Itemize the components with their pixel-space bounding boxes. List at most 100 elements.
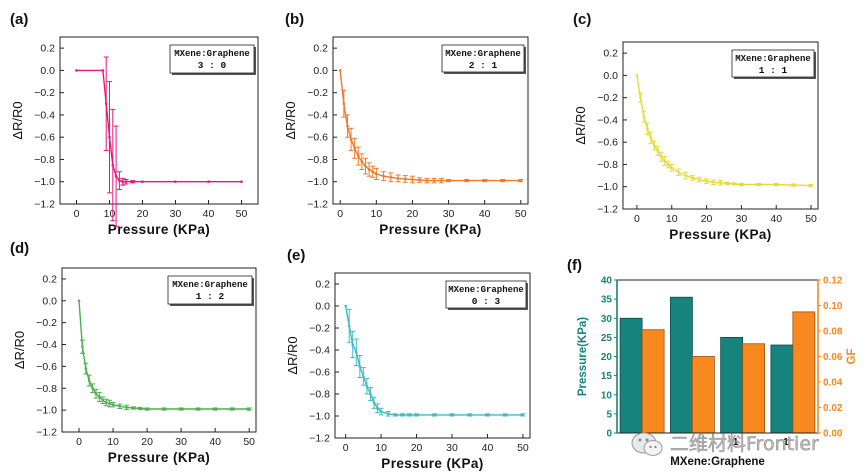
x-tick-label: 40 [482,442,494,454]
data-point [367,168,371,171]
data-point [77,299,81,303]
y-axis-label: ΔR/R0 [12,331,27,369]
y-tick-label: −0.8 [309,389,330,401]
y-axis-label-left: Pressure(KPa) [577,317,589,396]
x-tick-label: 30 [736,213,748,225]
data-point [131,180,134,184]
x-tick-label: 20 [411,442,423,454]
data-point [342,102,346,106]
data-point [98,395,101,399]
data-line [78,300,250,410]
data-point [483,179,486,182]
y-tick-label: −1.0 [307,176,328,188]
y-tick-label: −0.2 [597,92,618,104]
data-point [403,177,407,181]
bar-pressure [619,317,643,434]
data-point [521,413,525,417]
y-tick-label: −0.4 [36,339,57,351]
data-point [376,407,379,410]
panel-b: (b) 0 10 20 30 40 50 0.2 0.0 −0.2 −0.4 −0.6 −0.8 −1.0… [283,11,529,237]
data-point [114,174,118,178]
data-point [663,159,667,163]
data-point [646,127,649,131]
data-point [196,407,200,411]
data-point [354,350,358,354]
y-tick-label-left: 15 [601,371,613,382]
y-tick-label-right: 0.08 [823,327,843,338]
y-tick-label: −1.2 [307,199,328,211]
y-tick-label: −1.2 [34,199,55,211]
data-point [141,180,144,184]
y-tick-label: −1.0 [597,181,618,193]
y-tick-label: −1.0 [309,411,330,423]
x-tick-label: 50 [236,208,248,220]
data-point [132,406,135,410]
legend-ratio: 3 : 0 [198,60,227,71]
data-point [94,392,98,396]
y-axis-label: ΔR/R0 [283,101,298,139]
data-point [486,413,489,417]
data-point [362,375,365,378]
legend-title: MXene:Graphene [172,280,248,290]
y-tick-label: −1.2 [309,433,330,445]
y-tick-label: −0.2 [307,87,328,99]
bar-gf [691,356,715,434]
data-point [101,69,105,72]
data-point [353,147,356,150]
y-tick-label: −1.0 [36,405,57,417]
watermark: 二维材料Frontier [626,426,866,460]
x-tick-label: 40 [770,213,782,225]
y-tick-label: 0.0 [313,65,328,77]
y-tick-label-left: 25 [601,333,613,344]
x-tick-label: 0 [74,208,80,220]
legend-title: MXene:Graphene [448,285,524,295]
data-point [338,69,342,72]
data-point [118,179,121,182]
x-tick-label: 20 [137,208,149,220]
data-point [660,155,663,158]
data-point [349,138,353,141]
y-tick-label-right: 0.04 [823,378,843,389]
y-tick-label: 0.2 [315,279,330,291]
data-point [712,180,715,184]
data-point [125,406,128,409]
plot-frame [622,41,819,210]
data-point [101,398,105,402]
legend-title: MXene:Graphene [735,54,811,64]
data-point [698,178,701,181]
x-tick-label: 20 [701,213,713,225]
legend-ratio: 2 : 1 [469,60,498,71]
data-point [118,405,122,408]
data-line [339,70,521,182]
y-tick-label: −0.6 [34,132,55,144]
data-point [372,401,376,405]
y-tick-label: −0.6 [307,132,328,144]
data-point [726,182,729,185]
data-point [691,176,694,180]
data-point [432,179,436,182]
data-point [358,365,362,368]
data-point [104,102,108,106]
y-tick-label: −0.2 [309,323,330,335]
data-point [656,149,660,153]
y-tick-label-right: 0.12 [823,276,843,287]
data-point [809,184,813,187]
data-point [519,179,523,182]
x-tick-label: 10 [370,208,382,220]
y-tick-label-left: 40 [601,276,613,287]
x-tick-label: 50 [805,213,817,225]
y-tick-label: −0.6 [36,361,57,373]
data-line [344,305,523,416]
data-point [649,136,653,140]
y-tick-label-right: 0.10 [823,301,843,312]
data-point [425,179,429,182]
data-point [642,115,646,118]
data-point [347,324,351,328]
data-point [108,135,111,139]
data-point [365,385,369,388]
data-point [635,74,639,77]
data-point [418,178,421,182]
plot-frame [334,272,531,439]
y-tick-label-left: 30 [601,314,613,325]
